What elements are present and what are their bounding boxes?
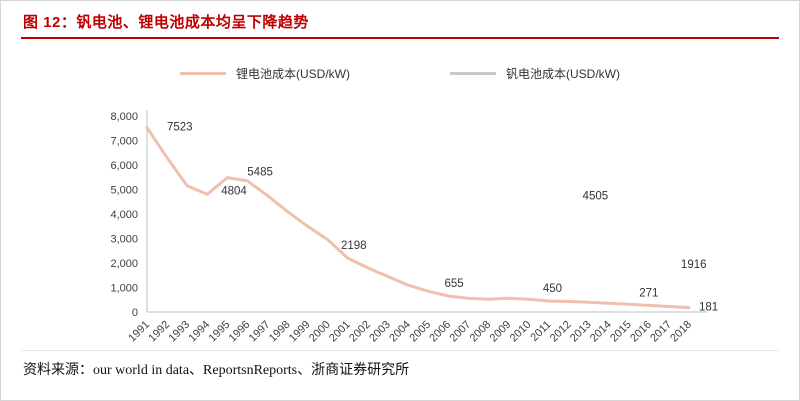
x-tick-label: 2013 xyxy=(568,319,594,345)
x-tick-label: 2011 xyxy=(528,319,553,344)
x-tick-label: 2008 xyxy=(468,319,494,345)
chart-legend: 锂电池成本(USD/kW) 钒电池成本(USD/kW) xyxy=(1,65,799,82)
figure-number: 图 12： xyxy=(23,14,77,31)
x-tick-label: 2005 xyxy=(407,319,433,345)
x-tick-label: 2006 xyxy=(427,319,453,345)
vanadium-line-swatch xyxy=(450,72,496,75)
y-tick-label: 0 xyxy=(132,307,138,319)
x-tick-label: 2004 xyxy=(387,319,413,345)
x-tick-label: 1991 xyxy=(126,319,152,345)
y-tick-label: 6,000 xyxy=(110,160,138,172)
y-tick-label: 7,000 xyxy=(110,136,138,148)
x-tick-label: 1992 xyxy=(146,319,172,345)
x-tick-label: 2014 xyxy=(588,319,614,345)
x-tick-label: 2016 xyxy=(628,319,654,345)
y-tick-label: 5,000 xyxy=(110,185,138,197)
x-tick-label: 1993 xyxy=(166,319,192,345)
data-label: 5485 xyxy=(247,167,273,179)
legend-label-lithium: 锂电池成本(USD/kW) xyxy=(236,67,350,81)
x-tick-label: 1997 xyxy=(247,319,273,345)
y-tick-label: 3,000 xyxy=(110,234,138,246)
legend-item-vanadium: 钒电池成本(USD/kW) xyxy=(450,65,620,82)
figure-header: 图 12：钒电池、锂电池成本均呈下降趋势 xyxy=(1,1,799,37)
lithium-line-swatch xyxy=(180,72,226,75)
data-label: 1916 xyxy=(681,259,707,271)
x-tick-label: 1994 xyxy=(187,319,213,345)
x-tick-label: 1998 xyxy=(267,319,293,345)
x-tick-label: 2001 xyxy=(327,319,353,345)
x-tick-label: 1996 xyxy=(227,319,253,345)
figure-title: 钒电池、锂电池成本均呈下降趋势 xyxy=(76,14,309,31)
legend-item-lithium: 锂电池成本(USD/kW) xyxy=(180,65,350,82)
data-label: 271 xyxy=(639,287,658,299)
x-tick-label: 2017 xyxy=(648,319,674,345)
x-tick-label: 1999 xyxy=(287,319,313,345)
x-tick-label: 2015 xyxy=(608,319,634,345)
data-label: 4505 xyxy=(583,191,609,203)
y-tick-label: 2,000 xyxy=(110,258,138,270)
x-tick-label: 2018 xyxy=(668,319,694,345)
header-divider xyxy=(21,37,779,39)
data-label: 655 xyxy=(445,278,464,290)
data-label: 4804 xyxy=(221,185,247,197)
y-tick-label: 4,000 xyxy=(110,209,138,221)
x-tick-label: 2000 xyxy=(307,319,333,345)
x-tick-label: 1995 xyxy=(207,319,233,345)
cost-trend-chart: 0 1,000 2,000 3,000 4,000 5,000 6,000 7,000 8,00… xyxy=(110,110,718,345)
data-label: 450 xyxy=(543,283,562,295)
x-tick-label: 2003 xyxy=(367,319,393,345)
x-tick-label: 2002 xyxy=(347,319,373,345)
x-tick-label: 2009 xyxy=(488,319,514,345)
y-tick-label: 8,000 xyxy=(110,111,138,123)
y-tick-label: 1,000 xyxy=(110,283,138,295)
x-tick-label: 2010 xyxy=(508,319,534,345)
source-note: 资料来源：our world in data、ReportsnReports、浙… xyxy=(21,350,779,387)
lithium-cost-line xyxy=(145,126,691,310)
data-label: 7523 xyxy=(167,122,193,134)
legend-label-vanadium: 钒电池成本(USD/kW) xyxy=(506,67,620,81)
x-tick-label: 2012 xyxy=(548,319,574,345)
data-label: 181 xyxy=(699,302,718,314)
x-tick-label: 2007 xyxy=(448,319,474,345)
data-label: 2198 xyxy=(341,240,367,252)
